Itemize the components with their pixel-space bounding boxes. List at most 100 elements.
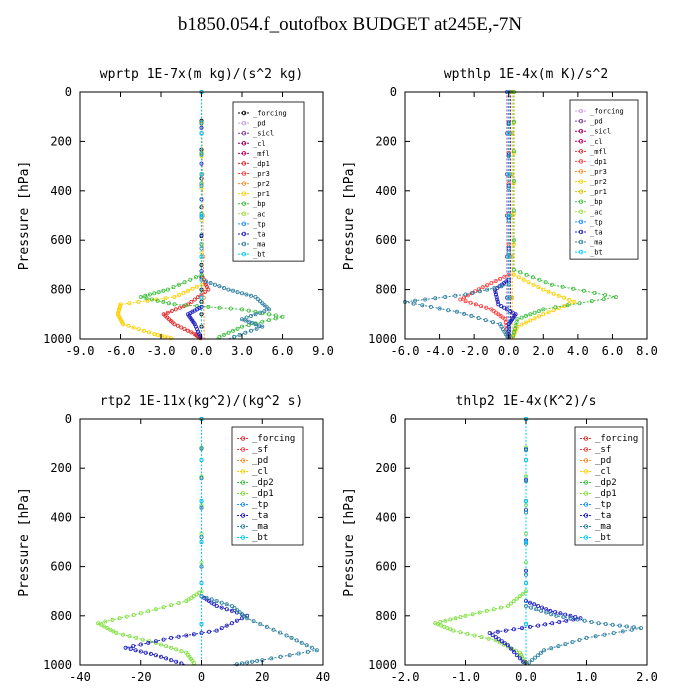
series-marker <box>617 623 622 628</box>
series-marker <box>269 656 274 661</box>
series-marker <box>237 332 242 337</box>
series-marker <box>493 635 498 640</box>
legend-entry: _bt <box>590 249 603 257</box>
series-marker <box>508 295 513 300</box>
x-tick-label: -40 <box>69 670 91 684</box>
series-marker <box>153 607 158 612</box>
y-tick-label: 0 <box>65 412 72 426</box>
legend-marker <box>241 181 247 186</box>
series-marker <box>558 611 563 616</box>
series-marker <box>508 646 513 651</box>
series-marker <box>219 626 224 631</box>
legend-entry: _mfl <box>590 148 607 156</box>
series-marker <box>199 631 204 636</box>
series-marker <box>191 632 196 637</box>
series-marker <box>221 285 226 290</box>
series-marker <box>502 305 507 310</box>
legend-marker <box>240 458 246 463</box>
series-marker <box>264 305 269 310</box>
series-marker <box>511 149 516 154</box>
series-marker <box>147 330 152 335</box>
series-marker <box>117 616 122 621</box>
legend-entry: _dp2 <box>252 478 274 488</box>
series-marker <box>189 330 194 335</box>
series-marker <box>199 295 204 300</box>
series-marker <box>262 308 267 313</box>
series-marker <box>243 318 248 323</box>
series-marker <box>199 125 204 130</box>
series-marker <box>511 267 516 272</box>
x-tick-label: 40 <box>316 670 330 684</box>
series-marker <box>146 640 151 645</box>
series-marker <box>582 618 587 623</box>
series-marker <box>179 649 184 654</box>
legend-marker <box>578 118 584 124</box>
series-marker <box>185 288 190 293</box>
series-marker <box>190 286 195 291</box>
series-marker <box>123 645 128 650</box>
series-marker <box>473 302 478 307</box>
series-marker <box>542 648 547 653</box>
series-marker <box>309 645 314 650</box>
series-marker <box>199 446 204 451</box>
legend-marker <box>583 513 589 518</box>
legend-marker <box>241 241 247 247</box>
legend-entry: _pr3 <box>253 170 270 178</box>
series-marker <box>181 290 186 295</box>
series-marker <box>495 299 500 304</box>
series-marker <box>110 617 115 622</box>
legend-entry: _cl <box>590 138 603 146</box>
legend-entry: _bp <box>590 198 603 206</box>
series-marker <box>185 328 190 333</box>
y-tick-label: 600 <box>50 233 72 247</box>
legend-entry: _ta <box>590 228 603 236</box>
series-marker <box>537 314 542 319</box>
legend-marker <box>583 458 589 463</box>
series-marker <box>204 595 209 600</box>
series-marker <box>495 297 500 302</box>
series-marker <box>221 332 226 337</box>
series-marker <box>528 312 533 317</box>
series-marker <box>138 294 143 299</box>
series-marker <box>152 291 157 296</box>
x-tick-label: -6.0 <box>391 344 420 358</box>
series-marker <box>199 498 204 503</box>
y-axis-label: Pressure [hPa] <box>342 487 357 597</box>
series-marker <box>243 330 248 335</box>
series-marker <box>443 294 448 299</box>
series-marker <box>183 303 188 308</box>
series-marker <box>239 307 244 312</box>
series-marker <box>149 297 154 302</box>
series-marker <box>543 622 548 627</box>
legend-entry: _tp <box>253 220 266 228</box>
series-marker <box>277 630 282 635</box>
series-marker <box>234 618 239 623</box>
series-marker <box>428 304 433 309</box>
series-marker <box>172 322 177 327</box>
series-marker <box>169 603 174 608</box>
legend-marker <box>583 491 589 496</box>
series-marker <box>518 270 523 275</box>
series-marker <box>499 284 504 289</box>
series-marker <box>528 624 533 629</box>
series-marker <box>164 644 169 649</box>
series-marker <box>511 208 516 213</box>
series-marker <box>245 613 250 618</box>
series-marker <box>239 317 244 322</box>
series-marker <box>499 304 504 309</box>
series-marker <box>278 654 283 659</box>
series-marker <box>161 299 166 304</box>
series-marker <box>577 301 582 306</box>
series-marker <box>266 318 271 323</box>
series-marker <box>505 643 510 648</box>
series-marker <box>485 287 490 292</box>
legend-entry: _cl <box>595 467 611 477</box>
series-marker <box>470 612 475 617</box>
series-marker <box>611 631 616 636</box>
series-marker <box>490 320 495 325</box>
series-marker <box>161 605 166 610</box>
series-marker <box>487 631 492 636</box>
x-tick-label: -9.0 <box>66 344 95 358</box>
series-marker <box>161 288 166 293</box>
legend-marker <box>240 491 246 496</box>
